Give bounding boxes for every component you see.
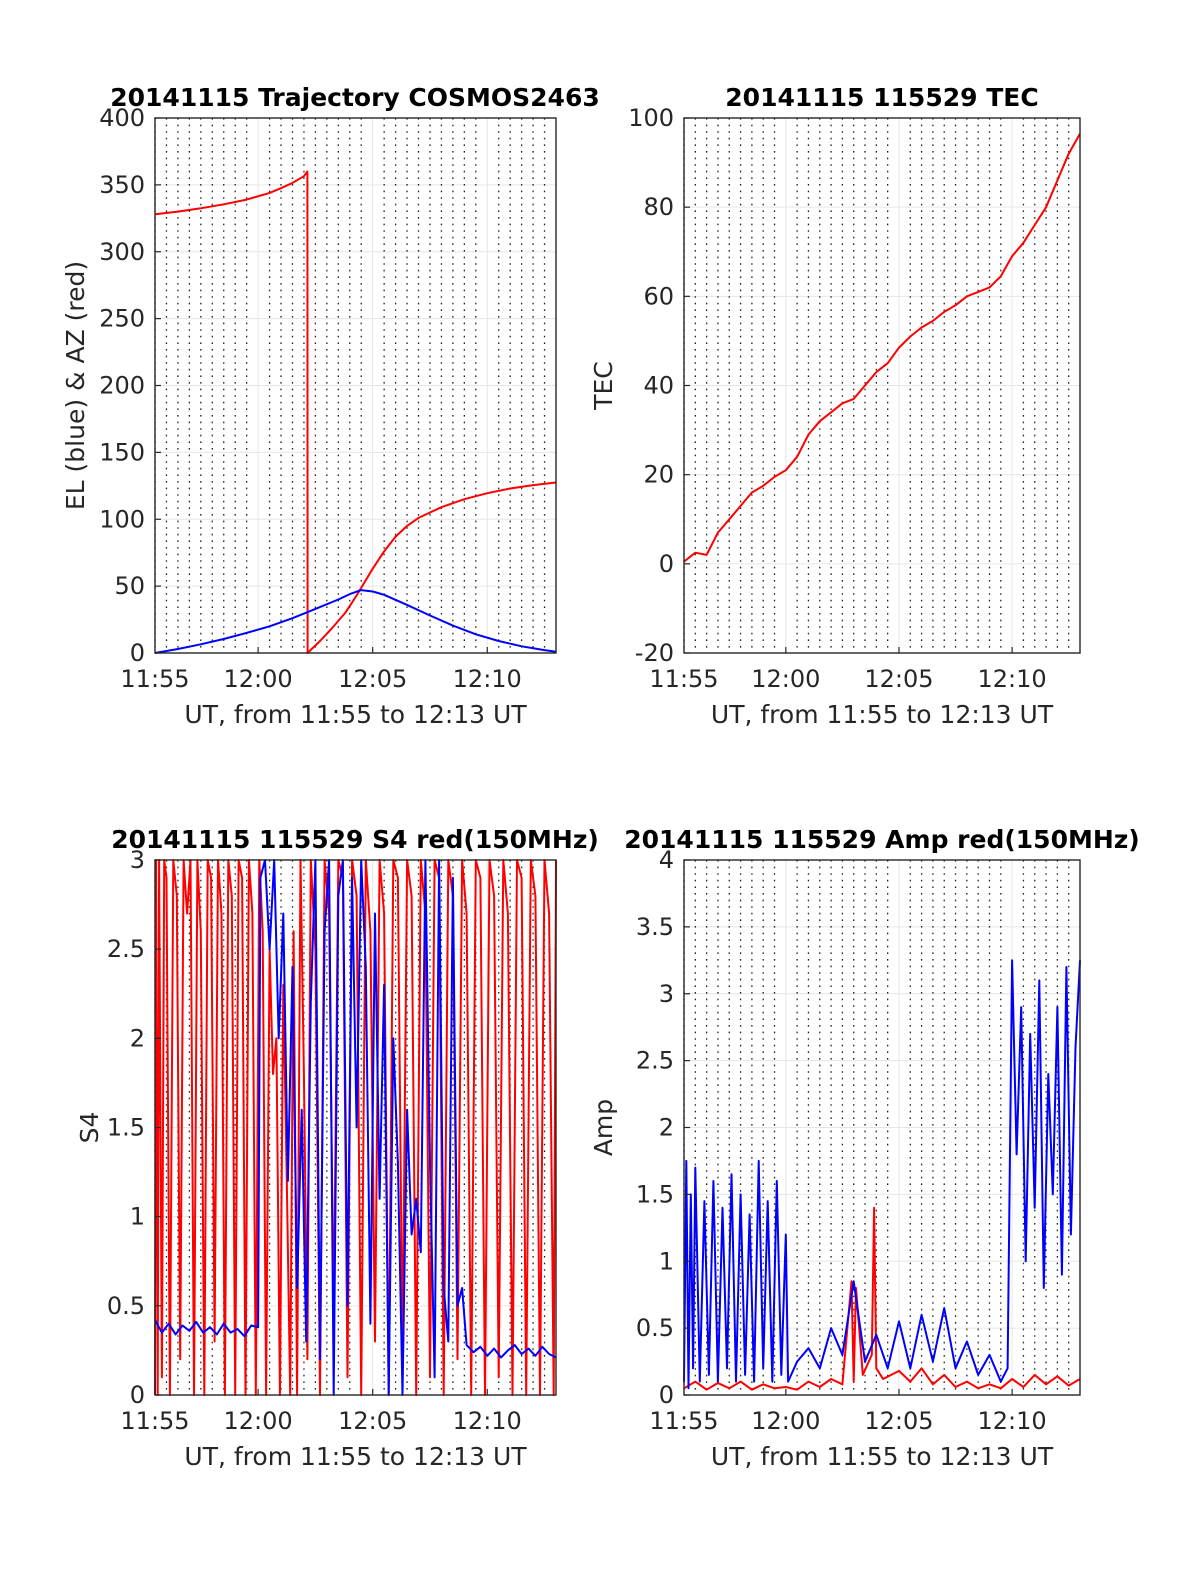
y-tick-label: 0 <box>659 1381 674 1409</box>
y-tick-label: 150 <box>99 438 145 466</box>
y-tick-label: 1 <box>659 1247 674 1275</box>
y-tick-label: 50 <box>114 572 145 600</box>
y-tick-label: 1 <box>130 1203 145 1231</box>
y-axis-label: EL (blue) & AZ (red) <box>61 261 90 510</box>
series-line-2 <box>154 589 557 654</box>
x-tick-label: 11:55 <box>120 665 189 693</box>
x-tick-label: 12:10 <box>453 665 522 693</box>
y-tick-label: 0 <box>130 1381 145 1409</box>
y-tick-label: 20 <box>643 461 674 489</box>
x-tick-label: 12:05 <box>864 1407 933 1435</box>
chart-title: 20141115 115529 Amp red(150MHz) <box>624 825 1140 854</box>
chart-4: 11:55 12:00 12:05 12:10 0 0.5 1 1.5 2 2.5 3 3.5 4201… <box>589 825 1140 1471</box>
x-tick-label: 12:00 <box>751 1407 820 1435</box>
y-tick-label: 1.5 <box>107 1114 145 1142</box>
series-line-2 <box>683 959 1081 1390</box>
chart-2: 11:55 12:00 12:05 12:10 -20 0 20 40 60 80 100 20141… <box>589 83 1081 729</box>
chart-title: 20141115 Trajectory COSMOS2463 <box>110 83 600 112</box>
y-tick-label: 80 <box>643 193 674 221</box>
y-tick-label: 0.5 <box>107 1292 145 1320</box>
y-tick-label: 0.5 <box>636 1314 674 1342</box>
y-tick-label: 60 <box>643 282 674 310</box>
y-tick-label: 250 <box>99 305 145 333</box>
x-tick-label: 12:05 <box>864 665 933 693</box>
x-axis-label: UT, from 11:55 to 12:13 UT <box>184 1442 527 1471</box>
x-axis-label: UT, from 11:55 to 12:13 UT <box>711 700 1054 729</box>
y-tick-label: 3.5 <box>636 913 674 941</box>
y-tick-label: 0 <box>130 639 145 667</box>
x-tick-label: 12:00 <box>224 665 293 693</box>
y-tick-label: 0 <box>659 550 674 578</box>
y-axis-label: S4 <box>75 1112 104 1144</box>
y-axis-label: TEC <box>589 361 618 411</box>
x-tick-label: 12:05 <box>338 1407 407 1435</box>
chart-3: 11:55 12:00 12:05 12:10 0 0.5 1 1.5 2 2.5 32014111… <box>75 825 599 1471</box>
x-tick-label: 12:10 <box>978 1407 1047 1435</box>
x-axis-label: UT, from 11:55 to 12:13 UT <box>184 700 527 729</box>
x-tick-label: 11:55 <box>649 665 718 693</box>
x-axis-label: UT, from 11:55 to 12:13 UT <box>711 1442 1054 1471</box>
y-tick-label: 1.5 <box>636 1180 674 1208</box>
y-tick-label: 2 <box>659 1114 674 1142</box>
series-line-1 <box>683 133 1081 563</box>
y-tick-label: -20 <box>635 639 674 667</box>
y-tick-label: 2.5 <box>636 1047 674 1075</box>
y-tick-label: 400 <box>99 104 145 132</box>
y-tick-label: 40 <box>643 372 674 400</box>
series-line-1 <box>683 1206 1081 1391</box>
y-tick-label: 3 <box>659 980 674 1008</box>
y-tick-label: 3 <box>130 846 145 874</box>
x-tick-label: 12:05 <box>338 665 407 693</box>
series-line-1 <box>154 170 557 654</box>
y-tick-label: 350 <box>99 171 145 199</box>
x-tick-label: 12:00 <box>224 1407 293 1435</box>
x-tick-label: 12:10 <box>453 1407 522 1435</box>
chart-title: 20141115 115529 S4 red(150MHz) <box>111 825 599 854</box>
x-tick-label: 11:55 <box>649 1407 718 1435</box>
y-tick-label: 2.5 <box>107 935 145 963</box>
y-tick-label: 100 <box>628 104 674 132</box>
x-tick-label: 12:00 <box>751 665 820 693</box>
series-line-2 <box>154 859 557 1396</box>
y-tick-label: 100 <box>99 505 145 533</box>
y-tick-label: 4 <box>659 846 674 874</box>
y-tick-label: 300 <box>99 238 145 266</box>
y-axis-label: Amp <box>589 1099 618 1156</box>
y-tick-label: 2 <box>130 1024 145 1052</box>
y-tick-label: 200 <box>99 372 145 400</box>
chart-1: 11:55 12:00 12:05 12:10 0 50 100 150 200 250 300 35… <box>61 83 600 729</box>
x-tick-label: 12:10 <box>978 665 1047 693</box>
x-tick-label: 11:55 <box>120 1407 189 1435</box>
chart-title: 20141115 115529 TEC <box>725 83 1038 112</box>
